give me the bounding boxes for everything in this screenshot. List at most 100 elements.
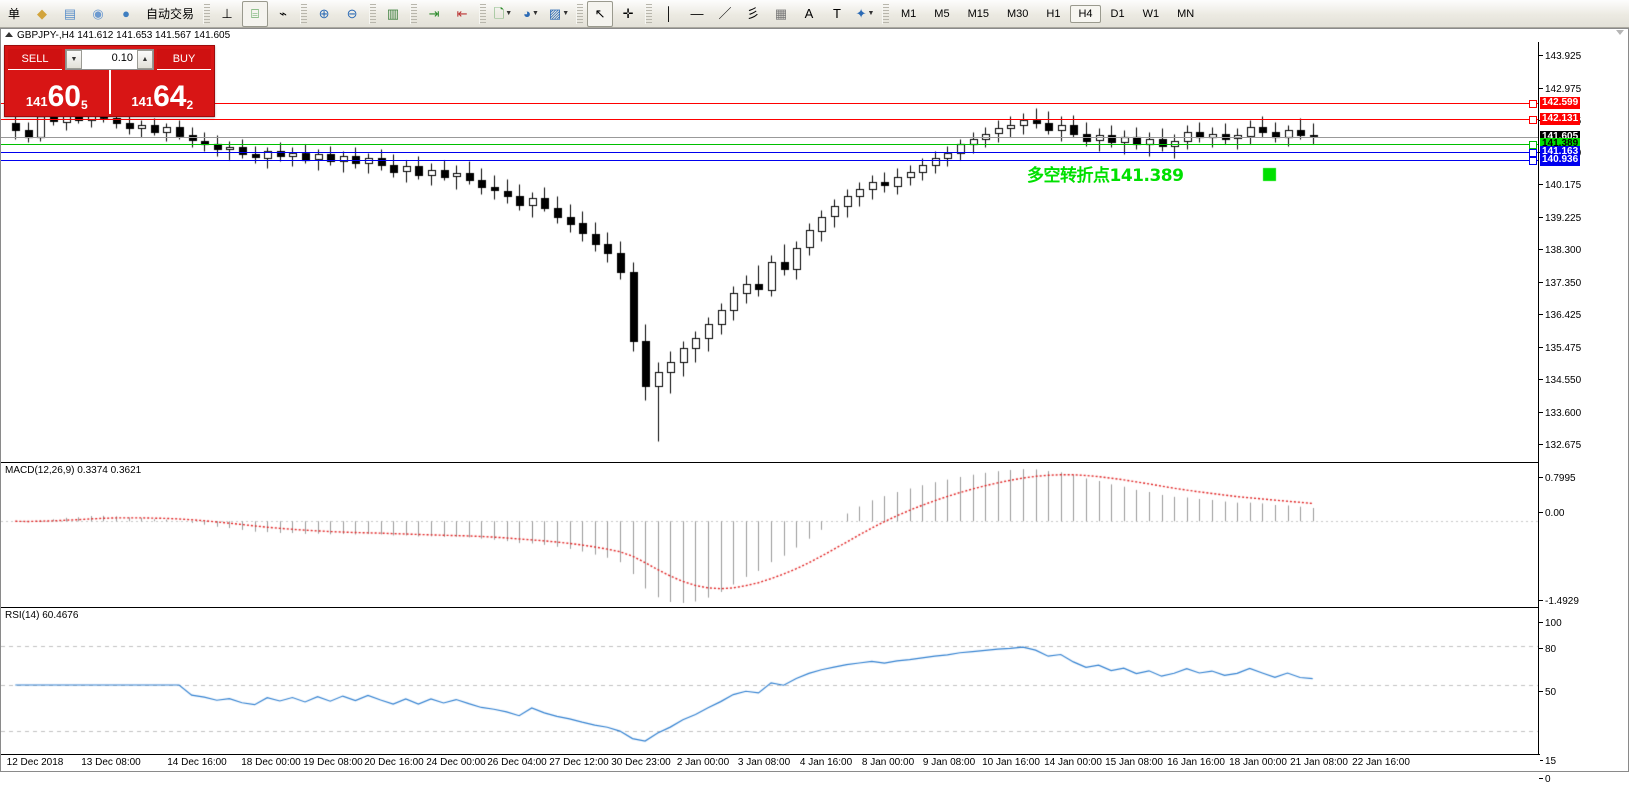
timeframe-button-d1[interactable]: D1 — [1103, 5, 1133, 23]
price-axis[interactable]: 143.925142.975142.025141.100140.175139.2… — [1538, 42, 1628, 785]
price-axis-tick-label: 140.175 — [1545, 180, 1582, 192]
candlestick-chart-icon[interactable]: ⌸ — [242, 0, 269, 27]
fibonacci-icon[interactable]: ▦ — [774, 6, 788, 21]
equidistant-channel-icon[interactable]: 彡 — [746, 6, 760, 21]
rsi-pane[interactable]: RSI(14) 60.4676 — [1, 607, 1540, 760]
rsi-axis-tick-label: 15 — [1545, 756, 1557, 767]
broadcast-icon[interactable]: ◉ — [92, 6, 104, 21]
buy-price-display[interactable]: 141 64 2 — [111, 70, 215, 114]
vertical-line-icon[interactable]: │ — [664, 6, 674, 21]
new-order-button[interactable]: 单 — [1, 1, 27, 27]
price-axis-tick-label: 133.600 — [1545, 407, 1582, 419]
new-chart-icon[interactable]: 🗋 ▼ — [493, 6, 513, 21]
last-price-line[interactable] — [1, 136, 1540, 138]
timeframe-button-m1[interactable]: M1 — [893, 5, 924, 23]
pivot-line-handle[interactable] — [1529, 141, 1537, 150]
chart-window: GBPJPY-,H4 141.612 141.653 141.567 141.6… — [0, 28, 1629, 785]
scroll-up-indicator[interactable] — [1616, 30, 1624, 35]
timeframe-button-h1[interactable]: H1 — [1038, 5, 1068, 23]
resistance-line-1-handle[interactable] — [1529, 99, 1537, 108]
data-window-icon[interactable]: ▥ — [386, 6, 400, 21]
support-line-1-handle[interactable] — [1529, 149, 1537, 158]
toolbar-separator — [479, 3, 487, 24]
line-chart-icon[interactable]: ⌁ — [279, 6, 287, 21]
objects-icon[interactable]: ✦ ▼ — [855, 6, 875, 21]
price-axis-tick-label: 135.475 — [1545, 342, 1582, 354]
timeframe-button-h4[interactable]: H4 — [1070, 4, 1101, 23]
autotrade-button[interactable]: 自动交易 — [141, 1, 199, 27]
rsi-axis-tick-label: 50 — [1545, 687, 1557, 698]
rsi-axis-tick: 50 — [1539, 687, 1556, 698]
toolbar-separator — [410, 3, 418, 24]
horizontal-line-icon[interactable]: — — [690, 6, 704, 21]
crosshair-icon[interactable]: ✛ — [622, 6, 634, 21]
zoom-in-icon[interactable]: ⊕ — [318, 6, 330, 21]
resistance-line-2[interactable] — [1, 118, 1540, 120]
sell-button[interactable]: SELL — [8, 49, 62, 70]
zoom-out-icon[interactable]: ⊖ — [346, 6, 358, 21]
time-axis-label: 16 Jan 16:00 — [1167, 757, 1225, 768]
buy-button[interactable]: BUY — [157, 49, 211, 70]
timeframe-button-w1[interactable]: W1 — [1135, 5, 1168, 23]
timeframe-label: H4 — [1078, 7, 1093, 20]
tick-mark — [1539, 760, 1543, 761]
period-icon[interactable]: ◕ ▼ — [523, 6, 539, 21]
timeframe-button-m30[interactable]: M30 — [999, 5, 1036, 23]
volume-up-arrow-icon[interactable]: ▲ — [137, 50, 153, 69]
bar-chart-icon[interactable]: ⊥ — [221, 6, 233, 21]
time-axis-label: 13 Dec 08:00 — [81, 757, 141, 768]
timeframe-label: M1 — [901, 7, 917, 20]
tick-mark — [1539, 443, 1543, 445]
rsi-axis-tick: 100 — [1539, 618, 1562, 629]
volume-value[interactable]: 0.10 — [82, 50, 137, 69]
pivot-line[interactable] — [1, 144, 1540, 146]
price-axis-tick: 132.675 — [1539, 440, 1581, 451]
text-icon[interactable]: A — [804, 6, 814, 21]
tick-mark — [1539, 411, 1543, 413]
envelope-icon[interactable]: ◆ — [37, 6, 47, 21]
tick-mark — [1539, 217, 1543, 219]
rsi-label: RSI(14) 60.4676 — [5, 610, 79, 621]
time-axis-label: 3 Jan 08:00 — [737, 757, 791, 768]
macd-axis-tick: 0.00 — [1539, 508, 1564, 519]
timeframe-button-m15[interactable]: M15 — [960, 5, 997, 23]
toolbar-separator — [369, 3, 377, 24]
timeframe-label: M15 — [967, 7, 989, 20]
expert-advisor-icon[interactable]: ● — [122, 6, 130, 21]
timeframe-button-mn[interactable]: MN — [1169, 5, 1202, 23]
rsi-axis-tick-label: 80 — [1545, 644, 1557, 655]
support-line-2[interactable] — [1, 160, 1540, 161]
level-badge-blue-2: 140.936 — [1540, 154, 1581, 166]
time-axis[interactable]: 12 Dec 2018 13 Dec 08:00 14 Dec 16:00 18 De… — [1, 754, 1540, 771]
indicators-icon[interactable]: ▨ ▼ — [548, 6, 570, 21]
chart-shift-icon[interactable]: ⇥ — [428, 6, 440, 21]
resistance-line-2-handle[interactable] — [1529, 115, 1537, 124]
time-axis-label: 9 Jan 08:00 — [922, 757, 976, 768]
tick-mark — [1539, 477, 1543, 478]
auto-scroll-icon[interactable]: ⇤ — [456, 6, 468, 21]
support-line-2-handle[interactable] — [1529, 157, 1537, 165]
one-click-trading-panel[interactable]: SELL ▼ 0.10 ▲ BUY 141 60 5 141 64 2 — [4, 45, 215, 117]
volume-down-arrow-icon[interactable]: ▼ — [66, 50, 82, 69]
macd-pane[interactable]: MACD(12,26,9) 0.3374 0.3621 — [1, 462, 1540, 608]
support-line-1[interactable] — [1, 152, 1540, 154]
time-axis-label: 10 Jan 16:00 — [982, 757, 1040, 768]
print-icon[interactable]: ▤ — [63, 6, 77, 21]
volume-stepper[interactable]: ▼ 0.10 ▲ — [65, 49, 154, 70]
timeframe-label: M30 — [1006, 7, 1029, 20]
macd-axis-tick-label: 0.7995 — [1545, 473, 1576, 484]
level-badge-red-2: 142.131 — [1540, 112, 1581, 125]
resistance-line-1[interactable] — [1, 102, 1540, 104]
sell-price-integer: 141 — [25, 94, 48, 109]
sell-price-display[interactable]: 141 60 5 — [5, 70, 111, 114]
trendline-icon[interactable]: ／ — [718, 6, 732, 21]
price-axis-tick: 136.425 — [1539, 310, 1581, 321]
macd-axis-tick-label: 0.00 — [1545, 508, 1565, 519]
price-pane[interactable]: 多空转折点141.389 — [1, 42, 1540, 462]
text-label-icon[interactable]: T — [833, 6, 841, 21]
time-axis-label: 30 Dec 23:00 — [611, 757, 671, 768]
collapse-triangle-icon[interactable] — [5, 32, 13, 37]
timeframe-button-m5[interactable]: M5 — [926, 5, 957, 23]
cursor-icon[interactable]: ↖ — [587, 0, 614, 27]
